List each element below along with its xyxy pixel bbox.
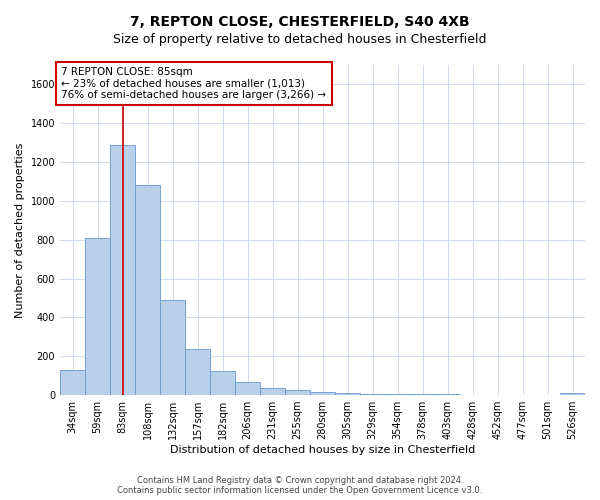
Bar (560, 393, 585, 395)
Bar (60, 370, 85, 395)
Text: Contains HM Land Registry data © Crown copyright and database right 2024.
Contai: Contains HM Land Registry data © Crown c… (118, 476, 482, 495)
Bar (385, 394, 410, 395)
Bar (335, 393, 360, 395)
Bar (185, 350, 210, 395)
Bar (210, 371, 235, 395)
Text: 7 REPTON CLOSE: 85sqm
← 23% of detached houses are smaller (1,013)
76% of semi-d: 7 REPTON CLOSE: 85sqm ← 23% of detached … (61, 67, 326, 100)
Bar (285, 390, 310, 395)
Bar (135, 186, 160, 395)
Y-axis label: Number of detached properties: Number of detached properties (15, 142, 25, 318)
Bar (85, 238, 110, 395)
Bar (260, 388, 285, 395)
Bar (485, 394, 510, 395)
Bar (310, 392, 335, 395)
Bar (110, 144, 135, 395)
Bar (235, 382, 260, 395)
Bar (410, 394, 435, 395)
Bar (510, 394, 535, 395)
Bar (460, 394, 485, 395)
Bar (535, 394, 560, 395)
Bar (360, 394, 385, 395)
Bar (160, 300, 185, 395)
Text: Size of property relative to detached houses in Chesterfield: Size of property relative to detached ho… (113, 32, 487, 46)
X-axis label: Distribution of detached houses by size in Chesterfield: Distribution of detached houses by size … (170, 445, 475, 455)
Bar (435, 394, 460, 395)
Text: 7, REPTON CLOSE, CHESTERFIELD, S40 4XB: 7, REPTON CLOSE, CHESTERFIELD, S40 4XB (130, 15, 470, 29)
